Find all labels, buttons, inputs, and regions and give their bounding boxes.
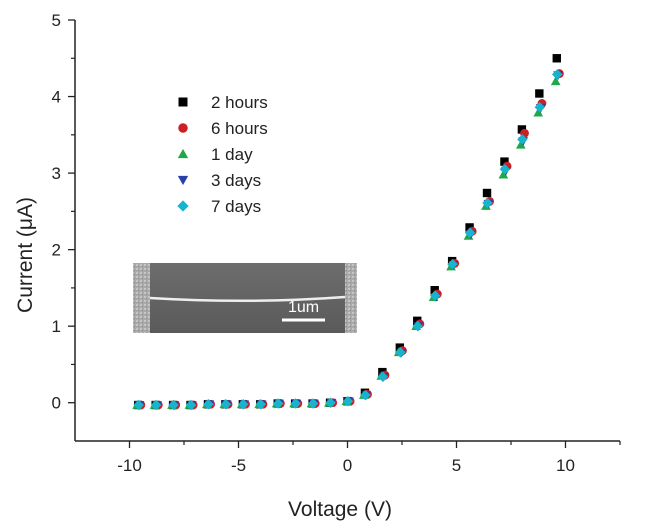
data-point [325, 397, 336, 408]
y-tick-label: 4 [52, 88, 61, 107]
series-3-days [134, 71, 563, 410]
data-point [342, 395, 354, 407]
legend-marker [178, 97, 188, 107]
data-point [447, 258, 458, 270]
legend: 2 hours 6 hours 1 day 3 days 7 days [177, 93, 268, 216]
data-point [307, 398, 319, 409]
y-tick-label: 0 [52, 394, 61, 413]
x-tick-label: -5 [231, 456, 246, 475]
data-point [255, 399, 266, 410]
series-6-hours [136, 69, 564, 410]
legend-marker [177, 200, 189, 212]
data-point [552, 54, 561, 63]
data-point [517, 134, 528, 145]
data-point [377, 371, 389, 382]
data-point [360, 389, 371, 401]
y-tick-label: 3 [52, 164, 61, 183]
data-point [203, 399, 214, 410]
legend-marker [177, 175, 189, 186]
x-tick-label: 10 [556, 456, 575, 475]
data-point [499, 164, 511, 175]
data-point [533, 107, 544, 117]
data-point [482, 197, 493, 209]
data-point [465, 223, 474, 232]
y-tick-label: 2 [52, 241, 61, 260]
data-point [412, 320, 423, 332]
sem-nanowire [149, 295, 346, 303]
data-point [150, 399, 162, 411]
legend-label: 1 day [211, 145, 253, 164]
data-point [535, 89, 544, 98]
x-tick-label: 0 [343, 456, 352, 475]
legend-label: 2 hours [211, 93, 268, 112]
data-point [482, 188, 492, 198]
y-tick-label: 5 [52, 11, 61, 30]
data-point [498, 169, 509, 179]
legend-marker [177, 148, 189, 159]
data-point [500, 157, 509, 166]
data-point [272, 398, 284, 409]
data-point [185, 399, 197, 411]
series-1-day [132, 76, 561, 409]
data-point [395, 346, 406, 358]
data-point [517, 125, 527, 134]
plot-axes [74, 20, 620, 442]
legend-marker [178, 123, 188, 133]
data-point [429, 290, 441, 301]
data-point [290, 398, 301, 409]
legend-label: 7 days [211, 197, 261, 216]
y-tick-label: 1 [52, 317, 61, 336]
legend-label: 6 hours [211, 119, 268, 138]
data-point [220, 399, 232, 410]
sem-left-electrode [133, 263, 150, 333]
series-7-days [133, 69, 563, 411]
x-tick-label: 5 [452, 456, 461, 475]
data-point [133, 399, 144, 411]
x-axis-title: Voltage (V) [288, 498, 392, 521]
sem-inset-image: 1um [133, 263, 357, 333]
data-point [238, 399, 249, 410]
y-axis-title: Current (μA) [14, 197, 37, 313]
x-tick-label: -10 [117, 456, 142, 475]
data-point [534, 102, 546, 113]
sem-scale-bar-label: 1um [288, 299, 319, 316]
data-point [464, 227, 476, 239]
data-point [430, 286, 439, 295]
legend-label: 3 days [211, 171, 261, 190]
data-point [550, 76, 561, 86]
series-2-hours [134, 54, 561, 410]
axis-ticks: -10 -5 0 5 10 0 1 2 3 4 5 [52, 11, 621, 475]
sem-right-electrode [345, 263, 357, 333]
data-point [515, 139, 526, 149]
data-point [168, 399, 179, 411]
data-points [132, 54, 564, 411]
data-point [551, 69, 563, 80]
